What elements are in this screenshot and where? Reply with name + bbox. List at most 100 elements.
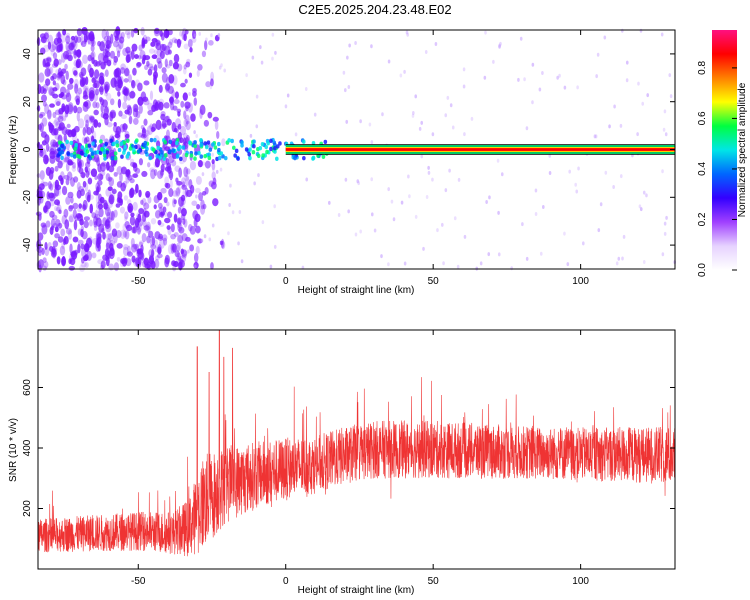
heatmap-cell <box>237 241 240 246</box>
heatmap-cell <box>61 68 67 74</box>
heatmap-cell <box>403 69 406 74</box>
heatmap-cell <box>137 55 142 60</box>
heatmap-cell <box>77 87 83 95</box>
heatmap-cell <box>380 254 383 259</box>
heatmap-cell <box>38 72 45 83</box>
heatmap-cell <box>151 123 157 132</box>
heatmap-cell <box>660 32 664 37</box>
heatmap-cell <box>48 124 55 131</box>
heatmap-cell <box>76 189 82 199</box>
heatmap-cell <box>604 170 608 175</box>
heatmap-cell <box>150 243 157 250</box>
heatmap-cell <box>38 259 44 269</box>
heatmap-cell <box>72 161 76 169</box>
heatmap-cell <box>54 109 61 116</box>
heatmap-cell <box>255 94 259 99</box>
heatmap-cell <box>123 88 129 96</box>
heatmap-cell <box>269 138 273 144</box>
heatmap-cell <box>38 249 42 257</box>
heatmap-cell <box>381 112 384 117</box>
heatmap-cell <box>128 146 133 151</box>
heatmap-cell <box>147 68 153 76</box>
heatmap-cell <box>214 120 219 131</box>
heatmap-cell <box>136 226 142 235</box>
heatmap-cell <box>613 104 616 109</box>
heatmap-cell <box>52 181 58 188</box>
heatmap-cell <box>156 145 161 150</box>
heatmap-cell <box>73 70 78 76</box>
heatmap-cell <box>258 145 263 151</box>
heatmap-cell <box>131 147 136 153</box>
heatmap-cell <box>54 179 59 189</box>
heatmap-cell <box>176 39 183 45</box>
heatmap-cell <box>91 141 95 146</box>
y-tick-label: 600 <box>22 379 33 396</box>
heatmap-cell <box>82 255 89 262</box>
heatmap-cell <box>79 79 85 88</box>
heatmap-cell <box>52 93 59 99</box>
heatmap-cell <box>619 123 623 128</box>
heatmap-cells <box>35 26 677 273</box>
heatmap-cell <box>99 85 104 96</box>
colorbar: 0.0 0.2 0.4 0.6 0.8 Normalized spectral ampl… <box>697 30 748 277</box>
heatmap-cell <box>176 252 181 261</box>
heatmap-cell <box>160 187 167 194</box>
heatmap-cell <box>622 234 626 239</box>
heatmap-cell <box>180 82 186 88</box>
heatmap-cell <box>212 177 217 185</box>
heatmap-cell <box>615 261 619 266</box>
heatmap-cell <box>53 186 60 197</box>
heatmap-cell <box>168 170 174 181</box>
heatmap-cell <box>203 153 207 159</box>
heatmap-cell <box>165 64 171 69</box>
heatmap-cell <box>181 145 186 150</box>
heatmap-cell <box>125 66 129 76</box>
heatmap-cell <box>177 123 182 130</box>
heatmap-cell <box>77 243 81 254</box>
heatmap-cell <box>114 35 119 42</box>
heatmap-cell <box>399 73 403 78</box>
heatmap-cell <box>202 190 207 196</box>
heatmap-cell <box>168 149 172 154</box>
heatmap-cell <box>54 199 60 206</box>
heatmap-cell <box>62 28 67 36</box>
heatmap-cell <box>43 260 49 269</box>
heatmap-cell <box>344 177 348 182</box>
heatmap-cell <box>136 248 141 258</box>
heatmap-cell <box>41 94 47 103</box>
heatmap-cell <box>177 38 182 49</box>
heatmap-cell <box>124 257 128 264</box>
heatmap-cell <box>462 84 466 89</box>
heatmap-cell <box>90 51 96 60</box>
heatmap-cell <box>106 217 113 223</box>
heatmap-cell <box>359 229 362 234</box>
heatmap-cell <box>148 255 155 265</box>
heatmap-cell <box>631 153 634 158</box>
heatmap-cell <box>93 216 98 226</box>
heatmap-cell <box>293 155 297 161</box>
heatmap-cell <box>251 150 256 155</box>
heatmap-cell <box>128 115 133 125</box>
heatmap-cell <box>171 37 178 44</box>
heatmap-cell <box>98 150 103 156</box>
heatmap-cell <box>151 54 158 60</box>
heatmap-cell <box>50 48 56 57</box>
heatmap-cell <box>230 138 234 144</box>
heatmap-cell <box>132 67 137 76</box>
heatmap-cell <box>95 209 99 220</box>
heatmap-cell <box>177 234 184 244</box>
heatmap-cell <box>91 57 95 65</box>
heatmap-cell <box>534 212 538 217</box>
heatmap-cell <box>142 219 147 228</box>
heatmap-cell <box>113 68 120 78</box>
heatmap-cell <box>273 244 277 249</box>
heatmap-cell <box>170 243 175 251</box>
heatmap-cell <box>157 193 161 202</box>
heatmap-cell <box>407 174 410 179</box>
heatmap-cell <box>113 209 118 218</box>
heatmap-cell <box>44 246 50 257</box>
heatmap-cell <box>173 213 178 223</box>
heatmap-cell <box>636 132 639 137</box>
snr-panel: -50 0 50 100 200 400 600 Height of straight l… <box>8 329 676 596</box>
heatmap-cell <box>54 133 60 140</box>
